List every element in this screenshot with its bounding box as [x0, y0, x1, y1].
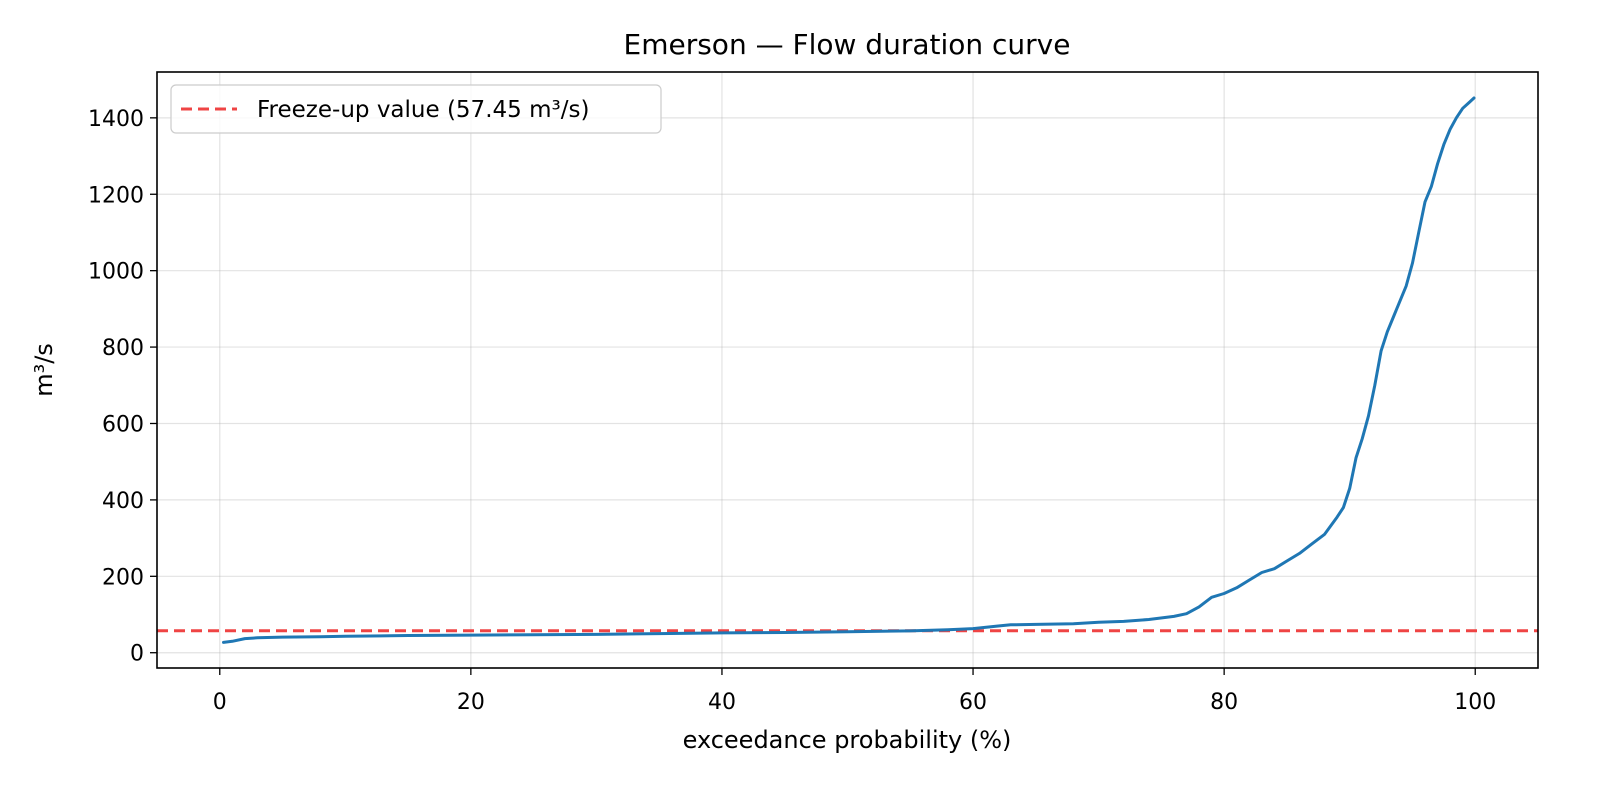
y-tick-label: 800 — [102, 336, 144, 361]
y-tick-label: 600 — [102, 412, 144, 437]
chart-title: Emerson — Flow duration curve — [624, 28, 1071, 61]
legend: Freeze-up value (57.45 m³/s) — [170, 84, 662, 134]
plot-frame — [156, 71, 1539, 669]
y-tick-label: 0 — [130, 642, 144, 667]
x-tick-label: 100 — [1454, 690, 1496, 715]
legend-label-freeze-up: Freeze-up value (57.45 m³/s) — [257, 97, 589, 123]
y-tick-label: 200 — [102, 565, 144, 590]
flow-duration-series-line — [222, 96, 1476, 644]
x-axis-ticks: 0 20 40 60 80 100 — [213, 668, 1496, 715]
y-tick-label: 400 — [102, 489, 144, 514]
x-axis-label: exceedance probability (%) — [683, 726, 1012, 754]
legend-box — [170, 84, 662, 134]
y-tick-label: 1400 — [88, 107, 144, 132]
x-tick-label: 40 — [708, 690, 736, 715]
x-tick-label: 0 — [213, 690, 227, 715]
y-tick-label: 1200 — [88, 183, 144, 208]
x-tick-label: 80 — [1210, 690, 1238, 715]
x-tick-label: 60 — [959, 690, 987, 715]
series-lines — [222, 96, 1476, 644]
y-axis-label: m³/s — [30, 343, 58, 397]
y-tick-label: 1000 — [88, 260, 144, 285]
grid — [157, 72, 1538, 668]
y-axis-ticks: 0 200 400 600 800 1000 1200 1400 — [88, 107, 157, 667]
x-tick-label: 20 — [457, 690, 485, 715]
